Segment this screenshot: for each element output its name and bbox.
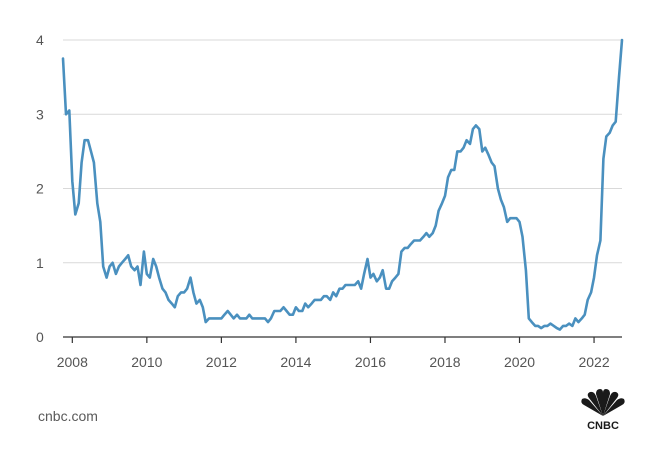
x-tick-label: 2014	[280, 354, 311, 370]
x-tick-label: 2016	[355, 354, 386, 370]
y-tick-label: 4	[36, 32, 44, 48]
y-axis-ticks: 0 1 2 3 4	[36, 32, 44, 345]
series-line	[61, 38, 624, 331]
line-chart: 0 1 2 3 4 2008 2010 2012 2014 2016 2018 2020 2022	[36, 32, 624, 370]
svg-text:CNBC: CNBC	[587, 420, 619, 432]
cnbc-peacock-logo: CNBC	[581, 389, 625, 432]
y-tick-label: 1	[36, 255, 44, 271]
x-tick-label: 2022	[578, 354, 609, 370]
source-label: cnbc.com	[38, 408, 98, 424]
x-tick-label: 2020	[504, 354, 535, 370]
x-tick-label: 2010	[131, 354, 162, 370]
gridlines	[63, 39, 622, 264]
y-tick-label: 0	[36, 329, 44, 345]
x-tick-label: 2018	[429, 354, 460, 370]
x-axis: 2008 2010 2012 2014 2016 2018 2020 2022	[57, 336, 622, 370]
y-tick-label: 2	[36, 181, 44, 197]
x-tick-label: 2012	[206, 354, 237, 370]
x-tick-label: 2008	[57, 354, 88, 370]
y-tick-label: 3	[36, 106, 44, 122]
